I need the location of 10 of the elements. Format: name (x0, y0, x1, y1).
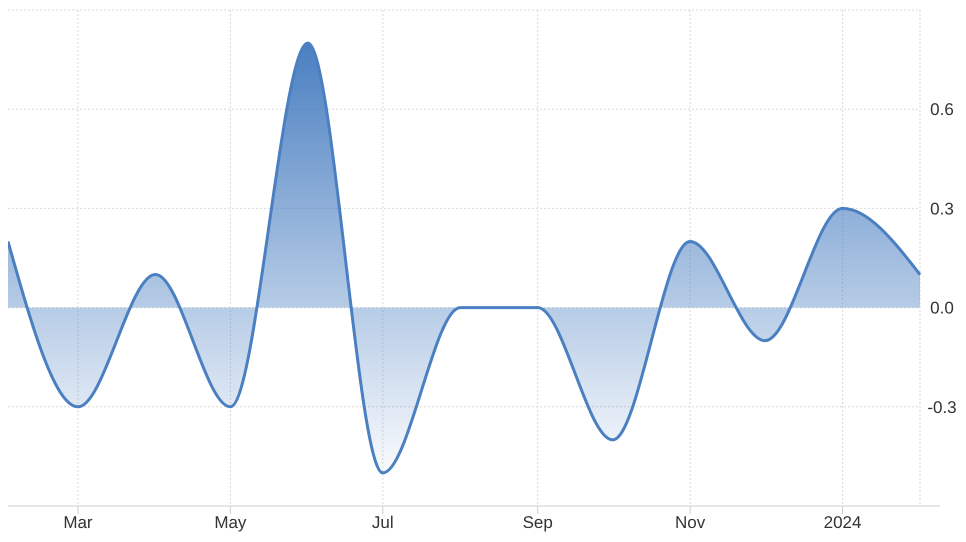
y-tick-label: 0.6 (930, 100, 954, 120)
x-tick-label: Jul (372, 513, 394, 532)
x-tick-label: Mar (63, 513, 93, 532)
y-tick-label: -0.3 (927, 398, 957, 417)
y-tick-label: 0.3 (930, 199, 954, 218)
x-tick-label: Nov (675, 513, 706, 532)
y-tick-label: 0.0 (930, 298, 954, 318)
x-tick-label: Sep (522, 513, 553, 532)
x-tick-label: 2024 (824, 513, 862, 532)
x-tick-label: May (214, 513, 247, 532)
